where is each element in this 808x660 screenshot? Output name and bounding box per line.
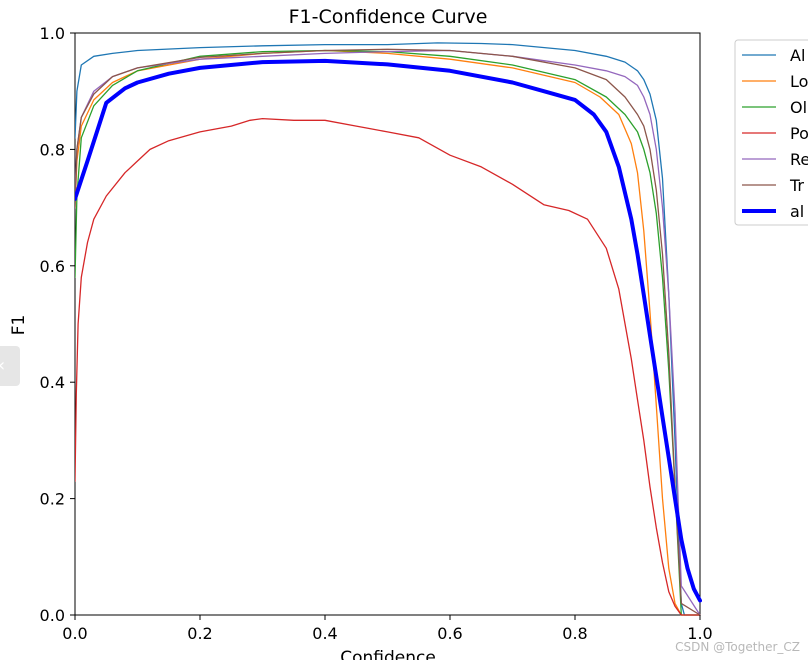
x-tick-label: 0.2 <box>187 624 212 643</box>
x-tick-label: 0.8 <box>562 624 587 643</box>
x-tick-label: 1.0 <box>687 624 712 643</box>
series-line-tr <box>75 48 701 616</box>
legend-label: Tr <box>789 176 804 195</box>
legend-label: Lo <box>790 72 808 91</box>
legend-label: Ol <box>790 98 807 117</box>
series-line-al <box>75 42 701 616</box>
chevron-left-icon: ‹ <box>0 355 5 376</box>
y-tick-label: 1.0 <box>40 24 65 43</box>
legend-label: Re <box>790 150 808 169</box>
series-line-lo <box>75 49 701 616</box>
y-axis-ticks: 0.0 0.2 0.4 0.6 0.8 1.0 <box>40 24 75 625</box>
series-line-al <box>75 58 702 603</box>
y-tick-label: 0.8 <box>40 140 65 159</box>
legend-label: Al <box>790 46 805 65</box>
legend-label: Po <box>790 124 808 143</box>
series-line-ol <box>75 49 701 616</box>
legend: Al Lo Ol Po Re Tr al <box>734 39 808 226</box>
x-axis-ticks: 0.0 0.2 0.4 0.6 0.8 1.0 <box>62 615 713 643</box>
x-tick-label: 0.0 <box>62 624 87 643</box>
side-collapse-tab[interactable]: ‹ <box>0 346 20 386</box>
y-tick-label: 0.2 <box>40 490 65 509</box>
x-tick-label: 0.6 <box>437 624 462 643</box>
chart-title: F1-Confidence Curve <box>289 6 488 28</box>
series-line-po <box>75 117 701 616</box>
plot-frame <box>74 32 701 616</box>
legend-label: al <box>790 202 804 221</box>
y-tick-label: 0.0 <box>40 606 65 625</box>
x-tick-label: 0.4 <box>312 624 337 643</box>
y-tick-label: 0.4 <box>40 373 65 392</box>
watermark: CSDN @Together_CZ <box>675 640 800 654</box>
plot-area <box>74 32 701 616</box>
curves <box>75 42 702 616</box>
x-axis-title: Confidence <box>340 648 436 660</box>
y-tick-label: 0.6 <box>40 257 65 276</box>
y-axis-title: F1 <box>9 315 29 336</box>
